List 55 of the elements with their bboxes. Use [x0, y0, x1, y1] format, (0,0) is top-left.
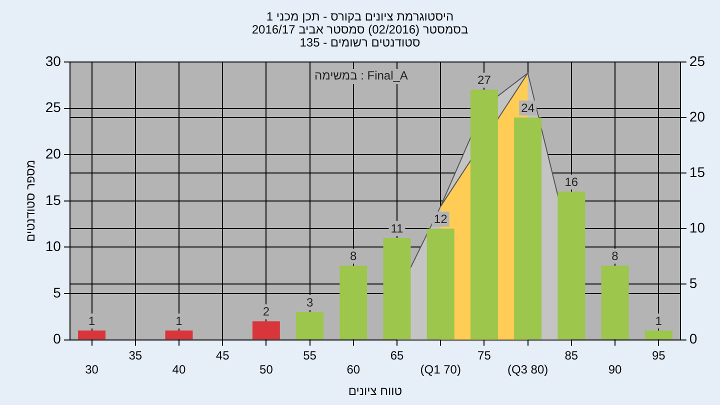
data-label: 1 — [655, 314, 662, 328]
data-label: 1 — [88, 314, 96, 328]
x-tick-label: 55 — [303, 348, 317, 362]
data-label: 8 — [350, 249, 358, 264]
data-label: 2 — [262, 304, 270, 319]
y-tick-label: 30 — [45, 52, 62, 69]
x-tick-label: 60 — [346, 362, 360, 377]
data-label: 12 — [434, 212, 448, 226]
bar — [383, 238, 411, 340]
bar — [296, 312, 324, 340]
x-tick-label: 85 — [564, 348, 578, 362]
bar — [470, 90, 498, 340]
data-label: 24 — [521, 100, 535, 115]
bar — [78, 330, 106, 340]
y-tick-label: 0 — [53, 330, 62, 347]
y-axis-title: מספר סטודנטים — [24, 160, 38, 242]
data-label: 11 — [390, 221, 404, 236]
data-label: 1 — [176, 314, 183, 328]
x-tick-label: 90 — [608, 362, 622, 377]
y-tick-label: 5 — [53, 284, 62, 300]
x-tick-label: 65 — [390, 348, 404, 362]
data-label: 27 — [478, 73, 492, 88]
x-tick-label: 75 — [478, 348, 492, 362]
x-tick-label: 35 — [128, 348, 142, 362]
x-tick-label: (Q1 70) — [420, 362, 461, 377]
annotation: Final_A : במשימה — [314, 68, 408, 82]
bar — [601, 266, 629, 340]
bar — [165, 330, 193, 340]
y-tick-label: 15 — [45, 192, 62, 208]
bar — [340, 266, 368, 340]
bar — [514, 118, 542, 340]
data-label: 3 — [306, 295, 314, 310]
chart-title: היסטוגרמת ציונים בקורס - תכן מכני 1 בסמסטר (02/2016) סמסטר אביב 2016/17 סטודנטים רשומים - 135 — [252, 9, 468, 50]
bar — [558, 192, 586, 340]
bar — [252, 321, 280, 340]
y-tick-label: 20 — [45, 145, 62, 162]
y2-tick-label: 25 — [689, 52, 706, 69]
x-tick-label: (Q3 80) — [507, 362, 548, 377]
x-tick-label: 45 — [216, 348, 230, 362]
x-tick-label: 30 — [85, 362, 99, 377]
y2-tick-label: 5 — [689, 275, 698, 292]
x-axis-title: טווח ציונים — [348, 384, 402, 398]
x-tick-label: 40 — [172, 362, 186, 377]
y-tick-label: 10 — [45, 238, 62, 254]
data-label: 8 — [612, 249, 619, 264]
y2-tick-label: 0 — [689, 330, 698, 347]
x-tick-label: 95 — [652, 348, 666, 362]
x-tick-label: 50 — [260, 362, 274, 377]
y2-tick-label: 15 — [689, 164, 706, 180]
bar — [644, 330, 672, 340]
data-label: 16 — [564, 174, 578, 189]
bar — [426, 228, 454, 340]
y2-tick-label: 20 — [689, 108, 706, 124]
y2-tick-label: 10 — [689, 220, 706, 236]
y-tick-label: 25 — [45, 99, 62, 116]
